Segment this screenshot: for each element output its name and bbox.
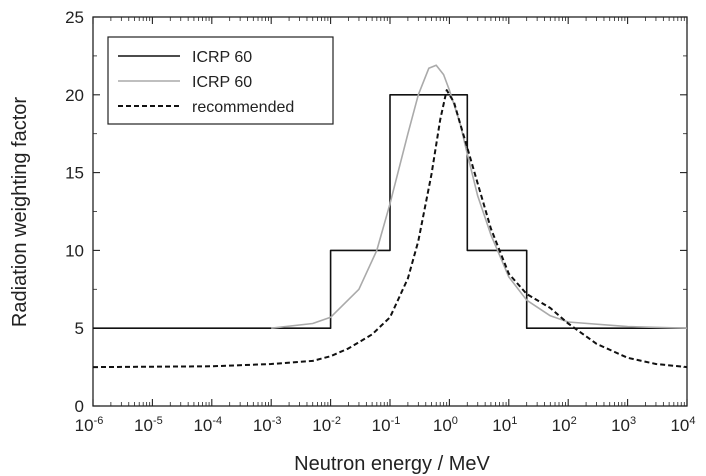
series-group bbox=[93, 64, 687, 369]
legend: ICRP 60 ICRP 60 recommended bbox=[107, 36, 334, 125]
x-tick-label: 103 bbox=[611, 415, 636, 435]
y-tick-label: 5 bbox=[75, 319, 84, 338]
series-line-2 bbox=[271, 64, 687, 329]
series-line-3 bbox=[93, 89, 687, 369]
x-tick-label: 10-4 bbox=[193, 415, 222, 435]
legend-label-3: recommended bbox=[192, 99, 294, 116]
x-tick-label: 100 bbox=[433, 415, 458, 435]
y-tick-label: 25 bbox=[65, 8, 84, 27]
legend-label-2: ICRP 60 bbox=[192, 74, 252, 91]
x-axis-label: Neutron energy / MeV bbox=[294, 453, 490, 475]
x-tick-label: 10-1 bbox=[372, 415, 401, 435]
y-tick-label: 10 bbox=[65, 241, 84, 260]
x-tick-label: 101 bbox=[492, 415, 517, 435]
x-tick-label: 10-5 bbox=[134, 415, 163, 435]
legend-label-1: ICRP 60 bbox=[192, 49, 252, 66]
y-tick-label: 20 bbox=[65, 86, 84, 105]
y-axis-label: Radiation weighting factor bbox=[9, 97, 31, 327]
x-tick-label: 104 bbox=[670, 415, 695, 435]
x-tick-label: 10-6 bbox=[75, 415, 104, 435]
x-tick-label: 10-2 bbox=[312, 415, 341, 435]
y-tick-label: 15 bbox=[65, 164, 84, 183]
axis-ticks: 10-6 10-5 10-4 10-3 10-2 10-1 100 101 102 103 104 0… bbox=[65, 8, 695, 435]
y-tick-label: 0 bbox=[75, 397, 84, 416]
series-line-1 bbox=[93, 94, 687, 330]
x-tick-label: 10-3 bbox=[253, 415, 282, 435]
x-tick-label: 102 bbox=[552, 415, 577, 435]
